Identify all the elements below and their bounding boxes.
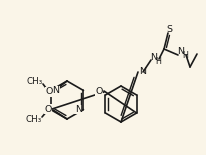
Text: S: S [166, 24, 172, 33]
Text: O: O [95, 86, 103, 95]
Text: CH₃: CH₃ [27, 77, 43, 86]
Text: N: N [52, 86, 59, 95]
Text: N: N [151, 53, 158, 62]
Text: N: N [139, 66, 146, 75]
Text: O: O [45, 88, 53, 97]
Text: O: O [44, 104, 52, 113]
Text: N: N [75, 105, 82, 114]
Text: H: H [182, 51, 188, 60]
Text: N: N [178, 47, 185, 57]
Text: CH₃: CH₃ [26, 115, 42, 124]
Text: H: H [155, 58, 161, 66]
